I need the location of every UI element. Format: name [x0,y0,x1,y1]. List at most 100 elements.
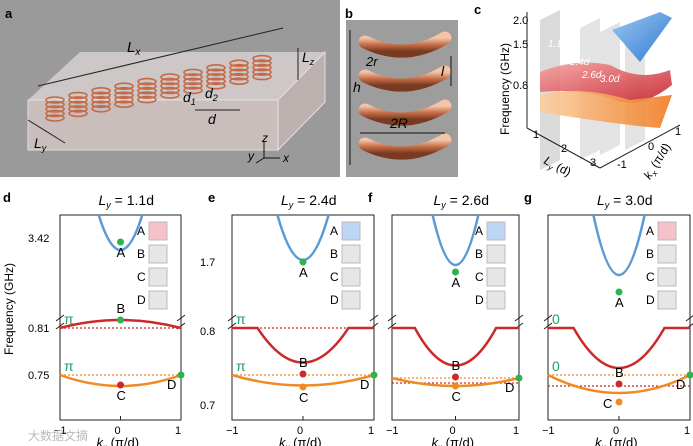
point-D-label: D [360,377,369,392]
title-rest: = 3.0d [609,192,652,208]
axis-break-mark [176,314,186,322]
axis-x-label: x [282,151,290,165]
c-kx-label: kx (π/d) [641,141,676,183]
middle-band-curve [548,326,690,370]
c-orange-surface [540,91,672,128]
band-panel-e: eLy = 2.4d−101kx (π/d)ABCDππ1.70.80.7ABC… [200,190,379,446]
spring-turn [114,86,134,95]
mode-inset-b [657,244,677,264]
spring-turn [229,59,249,68]
ytick-label: 3.42 [28,233,49,245]
ytick-label: 1.7 [200,257,215,269]
point-C-label: C [603,396,612,411]
panel-d-label: d [3,190,11,205]
ytick-label: 0.75 [28,370,49,382]
mode-inset-a [486,221,506,241]
spring-turn [45,96,65,104]
xtick-label: −1 [542,425,555,437]
panel-d-title: Ly = 1.1d [99,192,155,210]
mode-inset-label: A [137,224,145,238]
xtick-label: 1 [513,425,519,437]
axis-break-mark [387,314,397,322]
spring-turn [45,105,65,113]
spring-turn [91,91,111,100]
title-L: L [99,192,107,208]
panel-c: c Frequency (GHz) 2.0 1.5 0.8 1.1d 2.4d … [474,2,681,183]
title-rest: = 2.4d [293,192,336,208]
mode-inset-c [148,267,168,287]
ly-label: Ly [34,135,47,153]
xl-sub: x [102,443,108,446]
watermark: 大数据文摘 [28,428,88,443]
panel-g-title: Ly = 3.0d [597,192,653,210]
phase-top-label: 0 [552,311,560,327]
spring-turn [68,109,88,118]
xtick-label: −1 [226,425,239,437]
point-A-marker [117,238,124,246]
title-sub: y [440,200,446,210]
helix-turn-front [358,65,452,92]
c-plane-label-3: 2.6d [581,70,602,81]
title-L: L [281,192,289,208]
c-plane-label-2: 2.4d [569,57,590,68]
c-kx-axis [599,124,681,169]
helix-turn-front [358,31,452,58]
lx-dimension-line [37,27,284,87]
point-D-marker [515,374,523,382]
lower-band-curve [547,373,691,395]
R-label: 2R [389,115,408,131]
helix-turn-front [358,133,452,160]
d-label: d [208,111,217,127]
point-C-marker [615,398,623,406]
helix-turn-front [358,99,452,126]
c-ktick-2: 0 [648,141,654,153]
point-C-label: C [117,388,126,403]
mode-inset-label: D [330,293,339,307]
axis-break-mark [514,314,524,322]
point-C-marker [299,383,307,391]
mode-inset-a [341,221,361,241]
axis-break-mark [227,314,237,322]
c-ytick-2: 1.5 [513,39,528,51]
mode-inset-c [486,267,506,287]
phase-bottom-label: 0 [552,358,560,374]
l-label: l [441,63,445,79]
spring-turn [137,86,157,95]
upper-band-curve [276,214,330,262]
point-A-label: A [615,295,624,310]
c-xtick-1: 1 [533,129,539,141]
mode-inset-b [148,244,168,264]
mode-inset-b [341,244,361,264]
xtick-label: 0 [297,425,303,437]
spring-turn [183,73,203,81]
spring-turn [45,114,65,122]
spring-turn [206,82,226,90]
upper-band-curve [97,214,144,251]
mode-inset-label: A [330,224,338,238]
point-D-marker [177,371,185,379]
mode-inset-c [341,267,361,287]
spring-turn [91,96,111,104]
spring-turn [68,96,88,104]
title-sub: y [105,200,111,210]
mode-inset-label: B [137,247,145,261]
point-D-label: D [167,377,176,392]
phase-top-label: π [64,311,74,327]
mode-inset-label: B [475,247,483,261]
h-label: h [353,79,361,95]
spring-turn [229,63,249,72]
xtick-label: 0 [115,425,121,437]
spring-turn [114,100,134,108]
mode-inset-label: D [475,293,484,307]
spring-turn [183,68,203,77]
spring-turn [206,73,226,81]
mode-inset-label: A [475,224,483,238]
mode-inset-label: C [330,270,339,284]
c-plane-label-1: 1.1d [548,39,568,50]
spring-turn [229,68,249,76]
xl-rest: (π/d) [442,435,474,446]
